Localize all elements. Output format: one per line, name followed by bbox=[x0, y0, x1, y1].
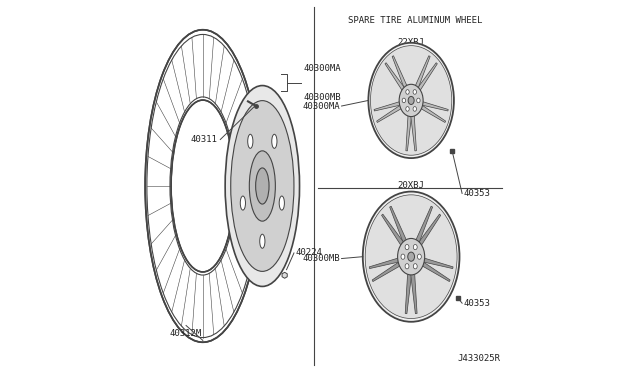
Ellipse shape bbox=[417, 98, 420, 103]
Text: 22XBJ: 22XBJ bbox=[397, 38, 424, 46]
Polygon shape bbox=[408, 87, 417, 151]
Ellipse shape bbox=[272, 134, 277, 148]
Polygon shape bbox=[392, 56, 418, 113]
Polygon shape bbox=[402, 214, 441, 269]
Ellipse shape bbox=[406, 107, 409, 111]
Polygon shape bbox=[406, 87, 415, 151]
Ellipse shape bbox=[408, 252, 415, 261]
Ellipse shape bbox=[417, 254, 421, 259]
Polygon shape bbox=[401, 96, 448, 111]
Ellipse shape bbox=[365, 195, 457, 318]
Ellipse shape bbox=[408, 96, 414, 105]
Text: 40311: 40311 bbox=[191, 135, 218, 144]
Polygon shape bbox=[372, 248, 422, 282]
Polygon shape bbox=[369, 251, 422, 269]
Polygon shape bbox=[405, 242, 415, 314]
Ellipse shape bbox=[230, 100, 294, 272]
Polygon shape bbox=[404, 56, 430, 113]
Ellipse shape bbox=[255, 168, 269, 204]
Text: 20XBJ: 20XBJ bbox=[397, 181, 424, 190]
Ellipse shape bbox=[399, 84, 423, 116]
Text: J433025R: J433025R bbox=[458, 354, 500, 363]
Text: 40224: 40224 bbox=[296, 248, 323, 257]
Polygon shape bbox=[374, 96, 421, 111]
Polygon shape bbox=[403, 63, 437, 112]
Ellipse shape bbox=[405, 244, 409, 250]
Polygon shape bbox=[403, 206, 433, 270]
Ellipse shape bbox=[369, 43, 454, 158]
Ellipse shape bbox=[363, 192, 460, 322]
Text: 40300MB: 40300MB bbox=[303, 254, 340, 263]
Polygon shape bbox=[400, 248, 450, 282]
Ellipse shape bbox=[413, 90, 417, 94]
Ellipse shape bbox=[405, 264, 409, 269]
Ellipse shape bbox=[248, 134, 253, 148]
Text: 40353: 40353 bbox=[463, 189, 490, 198]
Text: 40353: 40353 bbox=[463, 299, 490, 308]
Ellipse shape bbox=[401, 254, 405, 259]
Text: 40300MA: 40300MA bbox=[303, 64, 341, 73]
Ellipse shape bbox=[397, 238, 425, 275]
Ellipse shape bbox=[250, 151, 275, 221]
Ellipse shape bbox=[260, 234, 265, 248]
Ellipse shape bbox=[371, 46, 452, 155]
Text: 40300MA: 40300MA bbox=[303, 102, 340, 110]
Polygon shape bbox=[282, 272, 287, 278]
Ellipse shape bbox=[225, 86, 300, 286]
Ellipse shape bbox=[240, 196, 246, 210]
Polygon shape bbox=[385, 63, 419, 112]
Text: 40312M: 40312M bbox=[170, 329, 202, 338]
Ellipse shape bbox=[413, 107, 417, 111]
Polygon shape bbox=[377, 93, 420, 122]
Polygon shape bbox=[381, 214, 420, 269]
Ellipse shape bbox=[413, 264, 417, 269]
Ellipse shape bbox=[413, 244, 417, 250]
Ellipse shape bbox=[279, 196, 284, 210]
Ellipse shape bbox=[406, 90, 409, 94]
Polygon shape bbox=[407, 242, 417, 314]
Polygon shape bbox=[401, 93, 445, 122]
Polygon shape bbox=[400, 251, 453, 269]
Text: SPARE TIRE ALUMINUM WHEEL: SPARE TIRE ALUMINUM WHEEL bbox=[348, 16, 483, 25]
Text: 40300MB: 40300MB bbox=[303, 93, 341, 102]
Polygon shape bbox=[390, 206, 419, 270]
Ellipse shape bbox=[402, 98, 406, 103]
